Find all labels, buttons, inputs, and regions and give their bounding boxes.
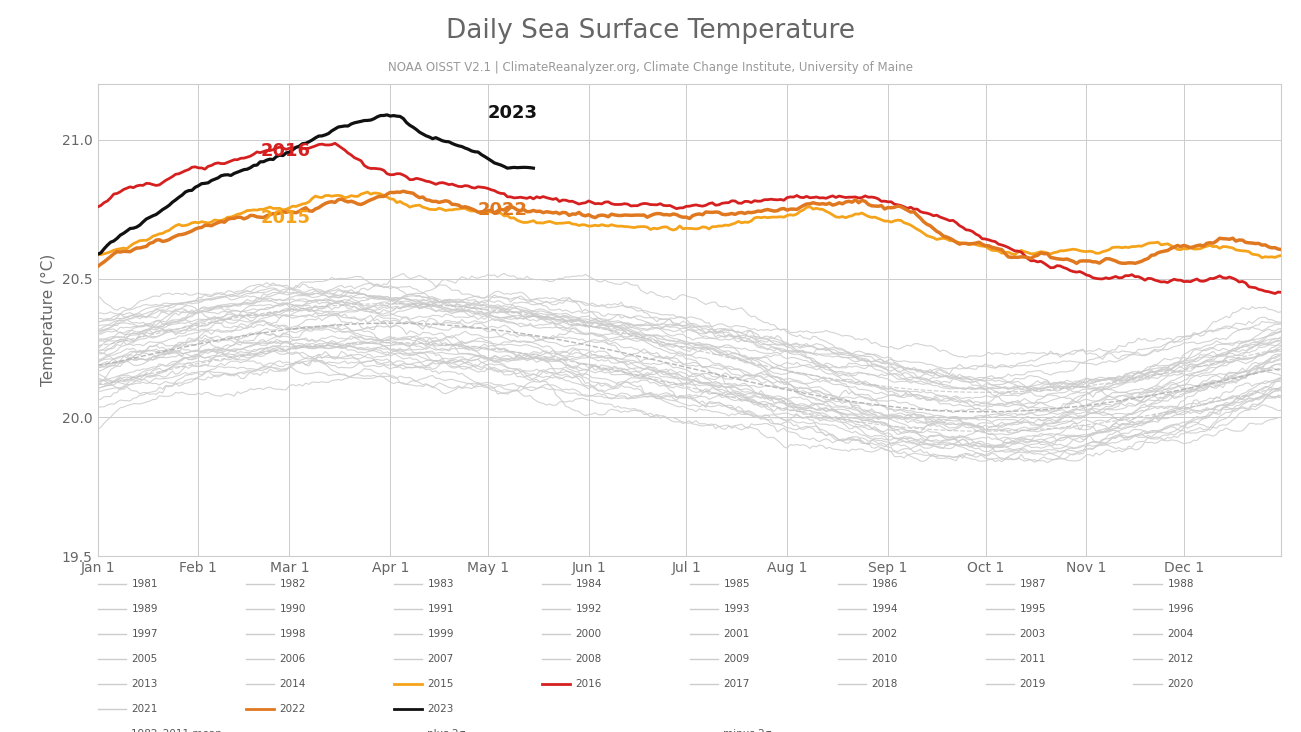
Text: 2020: 2020 <box>1167 679 1193 689</box>
Text: 1982: 1982 <box>280 579 306 589</box>
Text: 1984: 1984 <box>575 579 602 589</box>
Text: Daily Sea Surface Temperature: Daily Sea Surface Temperature <box>446 18 855 45</box>
Text: 1995: 1995 <box>1020 604 1046 614</box>
Text: 2018: 2018 <box>872 679 898 689</box>
Text: 1981: 1981 <box>131 579 157 589</box>
Text: 2023: 2023 <box>427 703 454 714</box>
Text: 2015: 2015 <box>427 679 454 689</box>
Text: 2004: 2004 <box>1167 629 1193 639</box>
Text: 1990: 1990 <box>280 604 306 614</box>
Text: 2003: 2003 <box>1020 629 1046 639</box>
Text: 1983: 1983 <box>427 579 454 589</box>
Text: 2006: 2006 <box>280 654 306 664</box>
Text: 2017: 2017 <box>723 679 749 689</box>
Text: 1997: 1997 <box>131 629 157 639</box>
Text: 1988: 1988 <box>1167 579 1194 589</box>
Text: 2001: 2001 <box>723 629 749 639</box>
Text: minus 2σ: minus 2σ <box>723 728 771 732</box>
Text: 2023: 2023 <box>488 103 537 122</box>
Text: 1985: 1985 <box>723 579 749 589</box>
Text: 1993: 1993 <box>723 604 749 614</box>
Text: plus 2σ: plus 2σ <box>427 728 466 732</box>
Text: 2022: 2022 <box>479 201 528 219</box>
Text: NOAA OISST V2.1 | ClimateReanalyzer.org, Climate Change Institute, University of: NOAA OISST V2.1 | ClimateReanalyzer.org,… <box>388 61 913 75</box>
Text: 2019: 2019 <box>1020 679 1046 689</box>
Text: 2014: 2014 <box>280 679 306 689</box>
Text: 1987: 1987 <box>1020 579 1046 589</box>
Text: 2022: 2022 <box>280 703 306 714</box>
Text: 1998: 1998 <box>280 629 306 639</box>
Text: 1982–2011 mean: 1982–2011 mean <box>131 728 222 732</box>
Text: 1986: 1986 <box>872 579 898 589</box>
Text: 1996: 1996 <box>1167 604 1194 614</box>
Text: 2015: 2015 <box>260 209 310 227</box>
Text: 2005: 2005 <box>131 654 157 664</box>
Text: 1989: 1989 <box>131 604 157 614</box>
Text: 2012: 2012 <box>1167 654 1194 664</box>
Text: 2007: 2007 <box>427 654 454 664</box>
Y-axis label: Temperature (°C): Temperature (°C) <box>42 254 56 386</box>
Text: 1999: 1999 <box>427 629 454 639</box>
Text: 1992: 1992 <box>575 604 602 614</box>
Text: 2010: 2010 <box>872 654 898 664</box>
Text: 2008: 2008 <box>575 654 601 664</box>
Text: 2016: 2016 <box>260 143 310 160</box>
Text: 1991: 1991 <box>427 604 454 614</box>
Text: 2011: 2011 <box>1020 654 1046 664</box>
Text: 2000: 2000 <box>575 629 601 639</box>
Text: 2013: 2013 <box>131 679 157 689</box>
Text: 1994: 1994 <box>872 604 898 614</box>
Text: 2016: 2016 <box>575 679 602 689</box>
Text: 2002: 2002 <box>872 629 898 639</box>
Text: 2021: 2021 <box>131 703 157 714</box>
Text: 2009: 2009 <box>723 654 749 664</box>
